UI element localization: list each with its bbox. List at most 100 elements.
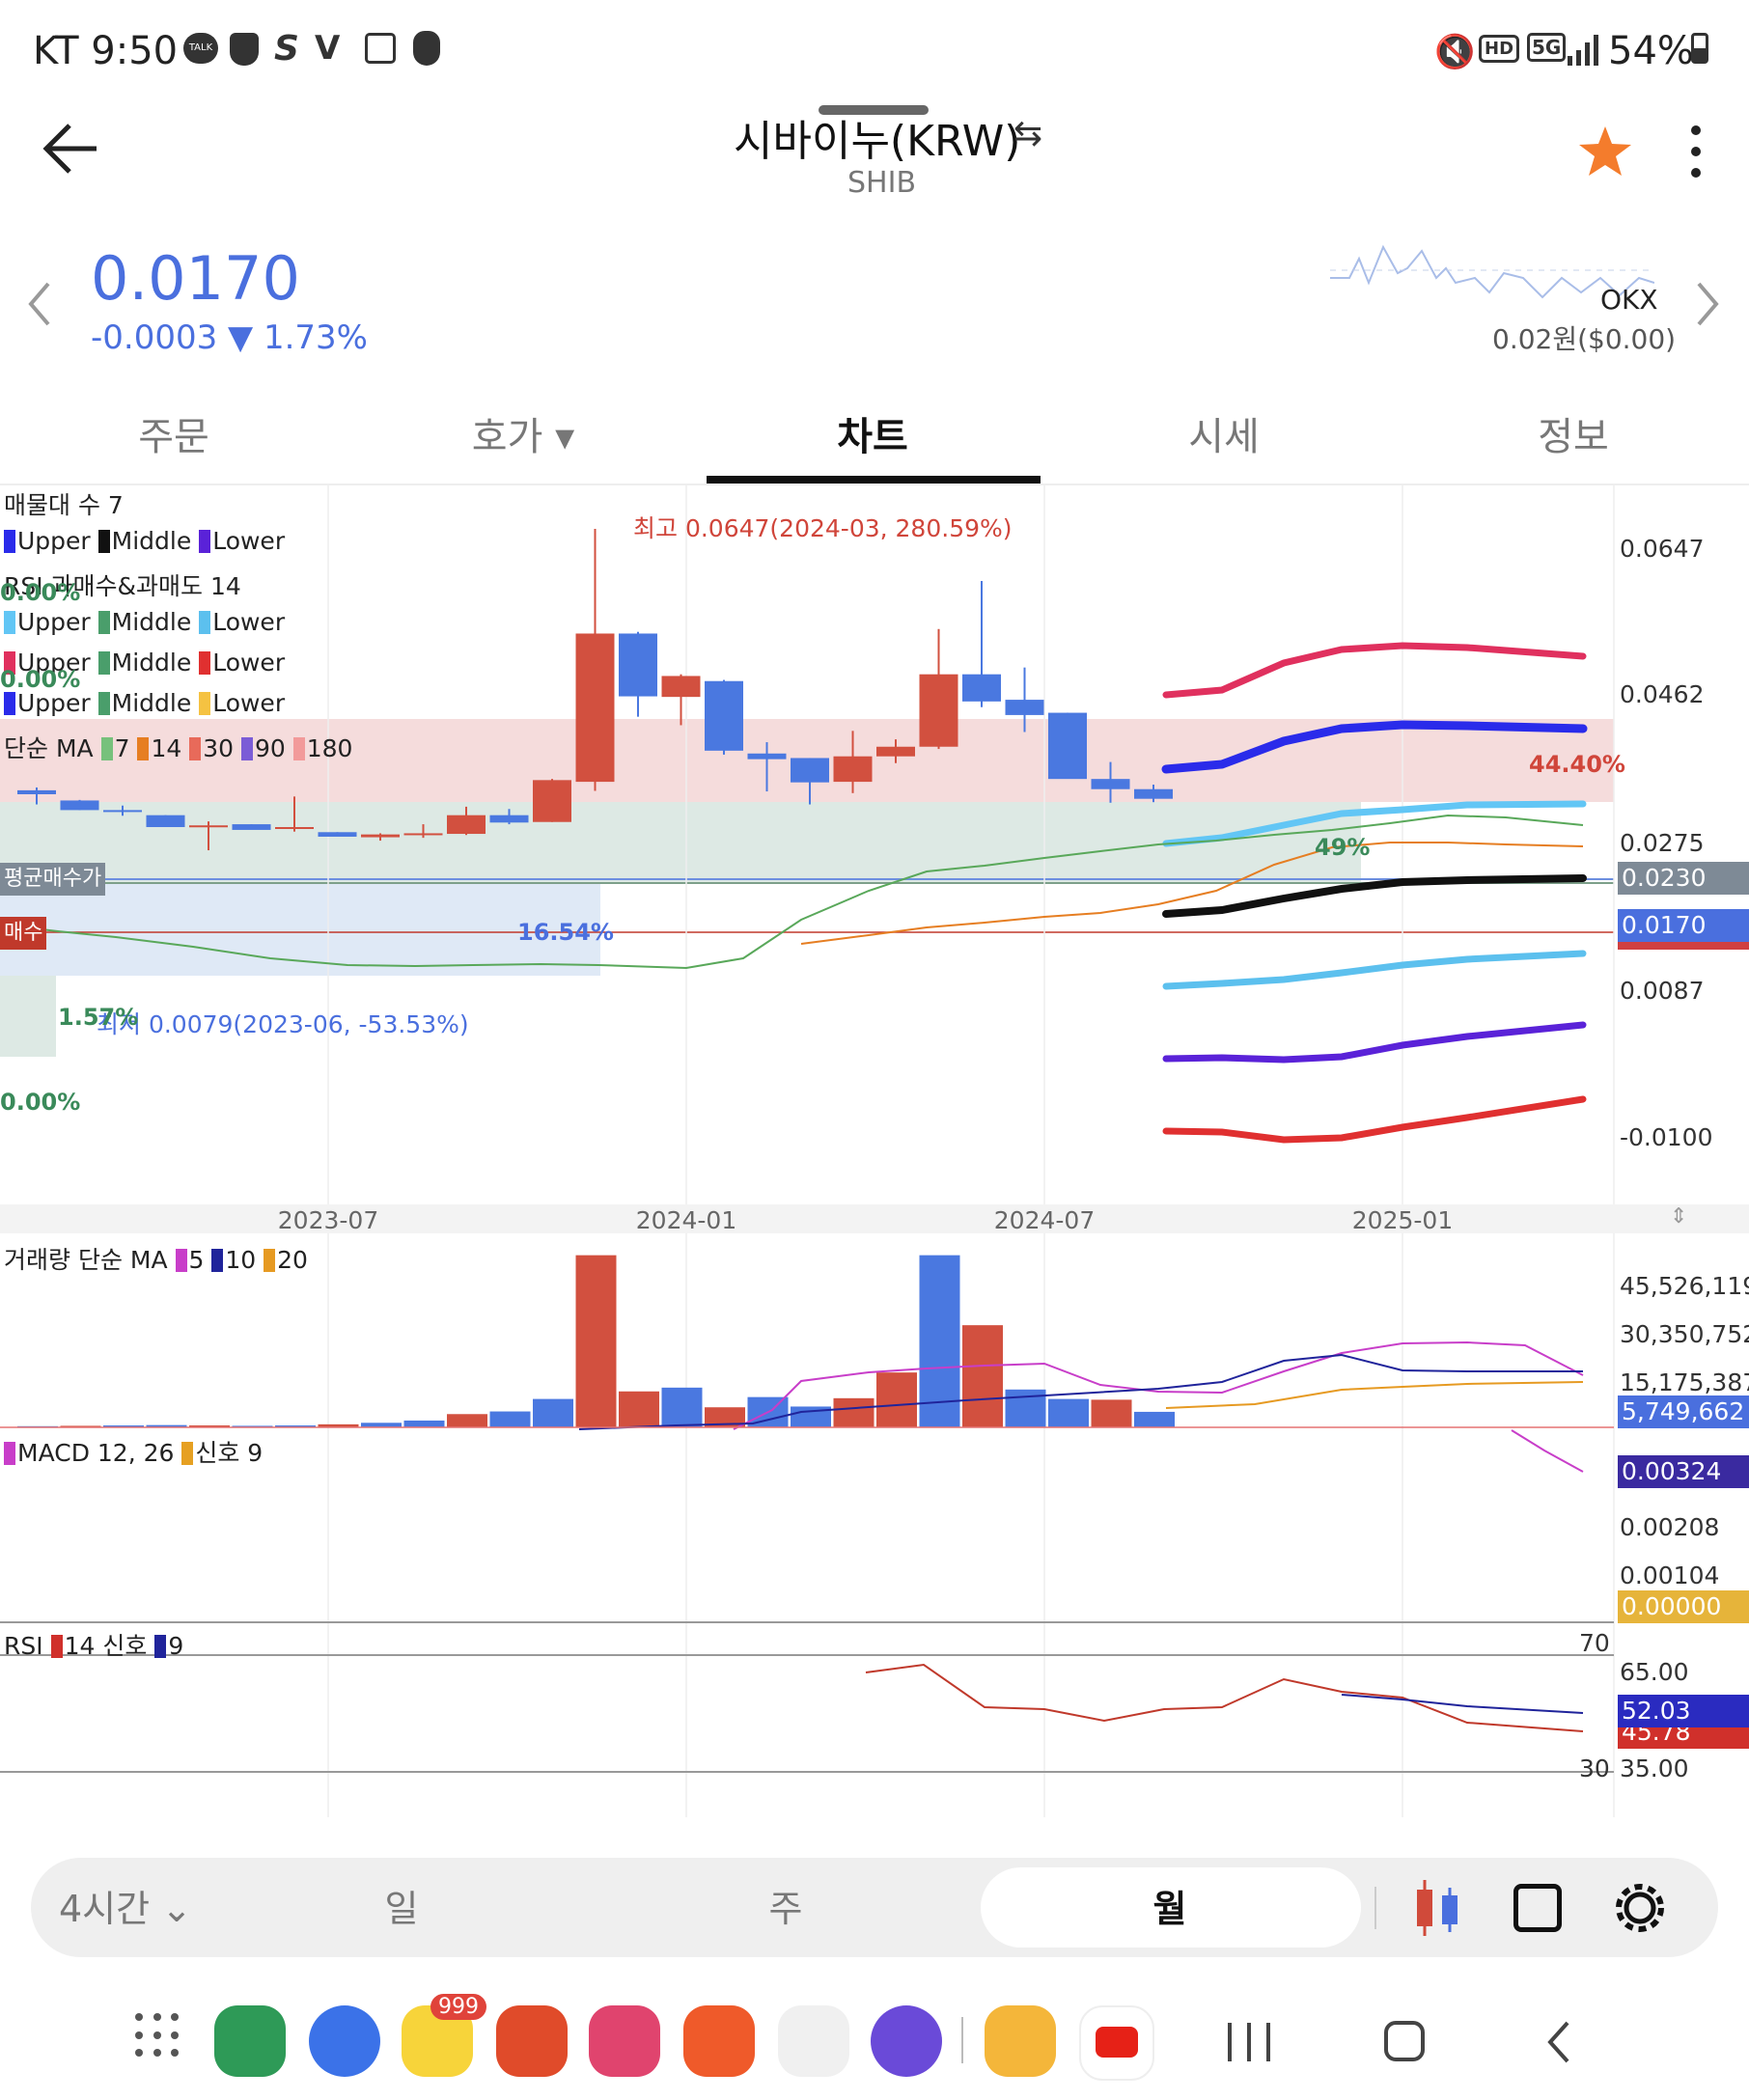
candle-body[interactable] <box>1048 712 1087 780</box>
star-icon[interactable] <box>1577 124 1633 180</box>
candle-body[interactable] <box>575 633 615 783</box>
candle-body[interactable] <box>1091 779 1130 789</box>
candle-body[interactable] <box>833 756 873 783</box>
candle-body[interactable] <box>661 676 701 698</box>
files-app-icon[interactable] <box>985 2005 1056 2077</box>
mute-icon: 🔇 <box>1434 33 1476 71</box>
next-coin-icon[interactable] <box>1693 280 1722 328</box>
legend-rsi[interactable]: RSI 14 신호 9 <box>4 1627 183 1662</box>
candle-body[interactable] <box>962 674 1001 702</box>
candle-body[interactable] <box>1005 700 1044 715</box>
tab-market-price[interactable]: 시세 <box>1188 415 1260 459</box>
volume-bar <box>146 1424 187 1427</box>
candle-body[interactable] <box>791 758 829 783</box>
volume-bar <box>447 1414 487 1427</box>
legend-rsi-ob[interactable]: RSI 과매수&과매도 14 <box>4 572 241 600</box>
candle-body[interactable] <box>705 680 743 751</box>
bb1-middle: Middle <box>111 527 192 555</box>
volume-bar <box>962 1325 1003 1427</box>
phone-app-icon[interactable] <box>214 2005 286 2077</box>
candle-body[interactable] <box>60 800 99 811</box>
tab-chart[interactable]: 차트 <box>837 415 908 459</box>
more-vert-icon[interactable] <box>1691 125 1703 180</box>
volume-bar <box>189 1425 230 1427</box>
fullscreen-icon[interactable] <box>1513 1884 1562 1932</box>
volume-bar <box>275 1425 316 1427</box>
home-icon[interactable] <box>1384 2021 1425 2061</box>
price-chart[interactable] <box>0 485 1749 1827</box>
swatch-macd <box>4 1442 15 1465</box>
legend-bb1[interactable]: Upper Middle Lower <box>4 527 285 555</box>
axis-tick: 0.0087 <box>1620 977 1705 1005</box>
swap-icon[interactable]: ⇆ <box>1013 114 1043 153</box>
swatch-ma14 <box>137 737 150 760</box>
pct-label: 16.54% <box>517 919 614 946</box>
b-app-icon[interactable] <box>778 2005 849 2077</box>
candle-body[interactable] <box>533 780 571 822</box>
axis-tick: 0.0462 <box>1620 680 1705 708</box>
legend-macd[interactable]: MACD 12, 26 신호 9 <box>4 1434 263 1469</box>
messages-app-icon[interactable] <box>309 2005 380 2077</box>
interval-dropdown[interactable]: 4시간 ⌄ <box>58 1888 193 1930</box>
candle-body[interactable] <box>318 832 357 837</box>
rsi-axis-tick: 65.00 <box>1620 1658 1689 1686</box>
legend-bb2[interactable]: Upper Middle Lower <box>4 608 285 636</box>
tab-active-indicator <box>707 476 1041 484</box>
tab-orderbook[interactable]: 호가 ▾ <box>471 415 575 459</box>
buy-label: 매수 <box>0 917 47 950</box>
candle-body[interactable] <box>447 815 486 835</box>
legend-bb3[interactable]: Upper Middle Lower <box>4 649 285 677</box>
tab-info[interactable]: 정보 <box>1538 415 1609 459</box>
pct-label: 49% <box>1315 834 1371 861</box>
candle-body[interactable] <box>361 834 400 838</box>
s-app-icon[interactable] <box>496 2005 568 2077</box>
kakaotalk-badge: 999 <box>430 1994 486 2020</box>
candle-body[interactable] <box>489 815 529 823</box>
candle-body[interactable] <box>275 827 314 830</box>
orange-app-icon[interactable] <box>683 2005 755 2077</box>
pink-app-icon[interactable] <box>589 2005 660 2077</box>
swatch-ma7 <box>100 737 113 760</box>
app-drawer-icon[interactable] <box>135 2013 181 2059</box>
candle-body[interactable] <box>232 824 271 830</box>
interval-week[interactable]: 주 <box>768 1888 803 1930</box>
candle-body[interactable] <box>189 825 228 828</box>
candle-type-icon[interactable] <box>1411 1878 1463 1938</box>
swatch-vol5 <box>175 1249 187 1272</box>
rsi-label: RSI <box>4 1632 43 1660</box>
internet-app-icon[interactable] <box>871 2005 942 2077</box>
candle-body[interactable] <box>403 833 443 836</box>
interval-day[interactable]: 일 <box>384 1888 419 1930</box>
rsi-level-low: 30 <box>1579 1755 1610 1782</box>
prev-coin-icon[interactable] <box>25 280 54 328</box>
candle-body[interactable] <box>17 789 56 794</box>
candle-body[interactable] <box>1134 788 1173 799</box>
legend-ma[interactable]: 단순 MA 7 14 30 90 180 <box>4 730 352 764</box>
legend-bb4[interactable]: Upper Middle Lower <box>4 689 285 717</box>
bb4-lower: Lower <box>212 689 286 717</box>
ma-7: 7 <box>114 734 130 762</box>
recent-apps-icon[interactable] <box>1228 2023 1270 2061</box>
interval-month[interactable]: 월 <box>1152 1888 1187 1930</box>
candle-body[interactable] <box>619 633 657 697</box>
ma-14: 14 <box>151 734 182 762</box>
nav-back-icon[interactable] <box>1544 2019 1573 2065</box>
youtube-app-icon[interactable] <box>1079 2005 1154 2081</box>
settings-icon[interactable] <box>1612 1880 1668 1936</box>
axis-resize-icon[interactable]: ⇕ <box>1670 1204 1688 1229</box>
tab-order[interactable]: 주문 <box>138 415 209 459</box>
toolbar-divider <box>1374 1887 1376 1929</box>
back-arrow-icon[interactable] <box>41 121 100 177</box>
candle-body[interactable] <box>919 674 958 747</box>
candle-body[interactable] <box>747 753 787 760</box>
candle-body[interactable] <box>103 810 142 813</box>
candle-body[interactable] <box>146 815 185 828</box>
legend-volume-profile[interactable]: 매물대 수 7 <box>4 491 124 519</box>
swatch-ma90 <box>240 737 253 760</box>
axis-tick: 0.0647 <box>1620 535 1705 563</box>
hd-icon: HD <box>1479 35 1520 63</box>
exchange-name: OKX <box>1600 284 1658 316</box>
page-title[interactable]: 시바이누(KRW) <box>734 117 1021 166</box>
legend-volume[interactable]: 거래량 단순 MA 5 10 20 <box>4 1241 308 1276</box>
candle-body[interactable] <box>876 746 915 757</box>
